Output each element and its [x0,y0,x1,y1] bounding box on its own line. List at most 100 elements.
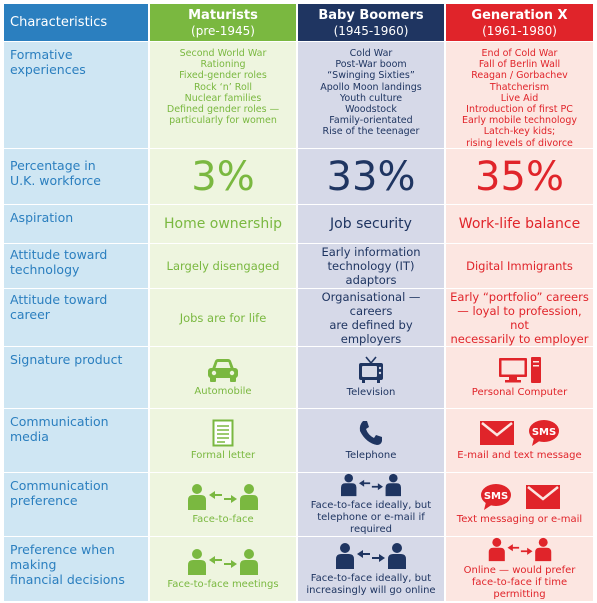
product-maturists: Automobile [150,347,298,409]
career-value-line3: necessarily to employer [450,331,589,346]
aspiration-genx: Work-life balance [446,205,595,244]
product-boomers: Television [298,347,446,409]
list-item: Apollo Moon landings [320,81,422,93]
financial-label-line1: Preference when making [10,542,115,572]
technology-value: Digital Immigrants [466,259,573,273]
aspiration-value: Work-life balance [458,215,581,232]
genx-years: (1961-1980) [482,23,557,38]
header-characteristics: Characteristics [4,4,150,42]
list-item: Early mobile technology [461,115,577,127]
list-item: rising levels of divorce [466,137,573,149]
financial-caption-line2: increasingly will go online [306,584,436,596]
generations-table: Characteristics Maturists (pre-1945) Bab… [4,4,595,602]
percentage-value: 3% [191,153,255,200]
aspiration-value: Job security [330,215,412,232]
face-to-face-icon [188,548,258,575]
face-to-face-icon [188,484,258,510]
sms-bubble-icon: SMS [528,420,559,446]
header-maturists: Maturists (pre-1945) [150,4,298,42]
list-item: Rationing [200,59,246,71]
face-to-face-icon [341,473,401,497]
percentage-boomers: 33% [298,149,446,205]
list-item: particularly for women [169,115,277,127]
product-caption: Television [346,387,396,398]
list-item: Live Aid [500,92,539,104]
face-to-face-icon [488,537,551,562]
preference-maturists: Face-to-face [150,473,298,537]
list-item: Reagan / Gorbachev [471,70,568,82]
computer-icon [498,357,541,383]
car-icon [208,359,238,382]
technology-value-line1: Early information [321,245,421,259]
percentage-value: 35% [475,153,564,200]
media-maturists: Formal letter [150,409,298,473]
media-label: Communication media [10,414,109,444]
maturists-name: Maturists [188,7,258,23]
preference-caption: Text messaging or e-mail [456,514,583,525]
technology-label-line1: Attitude toward [10,247,108,262]
boomers-name: Baby Boomers [318,7,424,23]
formative-maturists: Second World War Rationing Fixed-gender … [150,42,298,149]
row-label-preference: Communication preference [4,473,150,537]
formative-boomers: Cold War Post-War boom “Swinging Sixties… [298,42,446,149]
financial-genx: Online — would prefer face-to-face if ti… [446,537,595,602]
financial-caption: Face-to-face meetings [167,578,279,590]
technology-genx: Digital Immigrants [446,244,595,289]
aspiration-label: Aspiration [10,210,74,225]
career-boomers: Organisational — careers are defined by … [298,289,446,347]
list-item: Thatcherism [489,81,550,93]
product-caption: Personal Computer [471,387,568,398]
product-caption: Automobile [194,386,252,397]
career-label-line1: Attitude toward [10,292,108,307]
percentage-value: 33% [326,153,416,200]
list-item: Family-orientated [329,115,413,127]
formative-label: Formative experiences [10,47,86,77]
preference-label-line1: Communication [10,478,109,493]
list-item: Nuclear families [184,92,262,104]
sms-text: SMS [531,427,555,438]
row-label-media: Communication media [4,409,150,473]
career-value: Jobs are for life [179,310,267,325]
media-caption: E-mail and text message [457,450,582,461]
list-item: Latch-key kids; [483,126,556,138]
aspiration-boomers: Job security [298,205,446,244]
preference-caption-line1: Face-to-face ideally, but [310,500,432,511]
list-item: Defined gender roles — [166,104,280,116]
header-characteristics-label: Characteristics [10,15,108,30]
telephone-icon [359,421,382,445]
percentage-maturists: 3% [150,149,298,205]
sms-email-icon: SMS [480,483,560,511]
face-to-face-icon [336,542,406,569]
row-label-percentage: Percentage in U.K. workforce [4,149,150,205]
genx-name: Generation X [471,7,568,23]
career-value-line1: Organisational — careers [321,289,421,318]
row-label-financial: Preference when making financial decisio… [4,537,150,602]
row-label-aspiration: Aspiration [4,205,150,244]
career-maturists: Jobs are for life [150,289,298,347]
list-item: Fixed-gender roles [179,70,267,82]
envelope-icon [479,421,514,445]
product-label: Signature product [10,352,123,367]
header-boomers: Baby Boomers (1945-1960) [298,4,446,42]
television-icon [359,356,383,383]
list-item: Post-War boom [335,59,407,71]
preference-genx: SMS Text messaging or e-mail [446,473,595,537]
maturists-years: (pre-1945) [191,23,255,38]
technology-label-line2: technology [10,262,80,277]
financial-caption-line1: Online — would prefer [463,565,576,576]
technology-value: Largely disengaged [166,259,280,273]
list-item: Rock ‘n’ Roll [193,81,253,93]
list-item: “Swinging Sixties” [327,70,415,82]
row-label-product: Signature product [4,347,150,409]
media-genx: SMS E-mail and text message [446,409,595,473]
sms-bubble-icon: SMS [480,484,511,510]
career-value-line2: — loyal to profession, not [457,303,582,332]
technology-maturists: Largely disengaged [150,244,298,289]
media-caption: Telephone [345,450,397,461]
percentage-genx: 35% [446,149,595,205]
financial-maturists: Face-to-face meetings [150,537,298,602]
product-genx: Personal Computer [446,347,595,409]
percentage-label-line2: U.K. workforce [10,173,101,188]
letter-icon [212,419,234,447]
technology-boomers: Early information technology (IT) adapto… [298,244,446,289]
